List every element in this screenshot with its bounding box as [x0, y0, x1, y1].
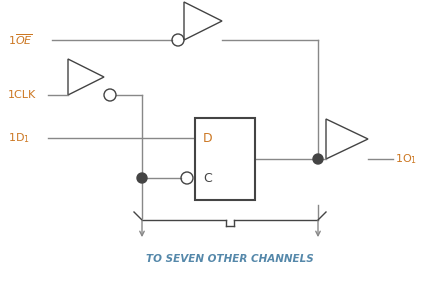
Text: 1O$_1$: 1O$_1$ — [395, 152, 417, 166]
Text: 1D$_1$: 1D$_1$ — [8, 131, 30, 145]
Text: $1\overline{OE}$: $1\overline{OE}$ — [8, 33, 33, 47]
Circle shape — [313, 154, 323, 164]
Text: 1CLK: 1CLK — [8, 90, 36, 100]
Circle shape — [137, 173, 147, 183]
Text: C: C — [203, 171, 212, 184]
Text: TO SEVEN OTHER CHANNELS: TO SEVEN OTHER CHANNELS — [146, 254, 314, 264]
Bar — [195, 118, 255, 200]
Text: D: D — [203, 131, 213, 144]
